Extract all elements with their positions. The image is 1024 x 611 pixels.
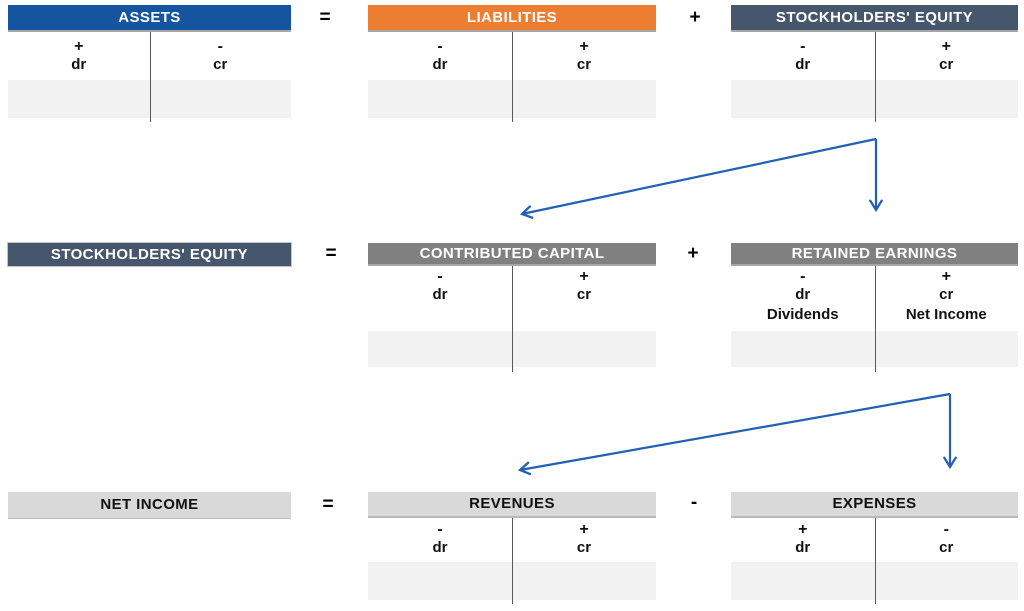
retained-earnings-credit-column: + cr Net Income xyxy=(875,268,1019,325)
stockholders-equity-credit-sign: + xyxy=(941,38,951,55)
retained-earnings-header: RETAINED EARNINGS xyxy=(731,243,1018,266)
expenses-debit-sign: + xyxy=(798,521,808,538)
arrow-equity-to-contributed-capital xyxy=(519,137,877,219)
assets-credit-column: - cr xyxy=(150,38,292,75)
revenues-credit-sign: + xyxy=(579,521,589,538)
expenses-taccount-divider xyxy=(874,518,876,604)
revenues-header: REVENUES xyxy=(368,492,656,518)
stockholders-equity-credit-column: + cr xyxy=(875,38,1019,75)
plus-operator-row1: + xyxy=(689,7,701,28)
contributed-capital-debit-column: - dr xyxy=(368,268,512,305)
assets-credit-abbr: cr xyxy=(213,56,228,73)
retained-earnings-debit-column: - dr Dividends xyxy=(731,268,875,325)
assets-debit-sign: + xyxy=(74,38,84,55)
revenues-credit-column: + cr xyxy=(512,521,656,558)
net-income-label-box: NET INCOME xyxy=(8,492,291,518)
expenses-header: EXPENSES xyxy=(731,492,1018,518)
plus-operator-row2: + xyxy=(687,243,699,264)
retained-earnings-taccount-divider xyxy=(874,266,876,372)
retained-earnings-debit-sign: - xyxy=(800,268,806,285)
minus-operator-row3: - xyxy=(690,492,698,513)
contributed-capital-taccount: CONTRIBUTED CAPITAL - dr + cr xyxy=(368,243,656,372)
retained-earnings-credit-note: Net Income xyxy=(905,306,987,323)
assets-debit-abbr: dr xyxy=(71,56,87,73)
liabilities-credit-sign: + xyxy=(579,38,589,55)
assets-taccount-divider xyxy=(149,32,151,122)
liabilities-taccount-divider xyxy=(512,32,513,122)
liabilities-credit-column: + cr xyxy=(512,38,656,75)
equals-operator-row1: = xyxy=(319,7,331,28)
stockholders-equity-taccount: STOCKHOLDERS' EQUITY - dr + cr xyxy=(731,5,1018,122)
contributed-capital-header: CONTRIBUTED CAPITAL xyxy=(368,243,656,266)
equals-operator-row2: = xyxy=(325,243,337,264)
expenses-debit-column: + dr xyxy=(731,521,875,558)
assets-taccount: ASSETS + dr - cr xyxy=(8,5,291,122)
assets-credit-sign: - xyxy=(217,38,223,55)
retained-earnings-debit-note: Dividends xyxy=(766,306,839,323)
liabilities-credit-abbr: cr xyxy=(576,56,592,73)
equity-breakdown-arrows xyxy=(519,137,883,219)
equals-operator-row3: = xyxy=(322,494,334,515)
retained-earnings-credit-abbr: cr xyxy=(939,286,954,303)
assets-header: ASSETS xyxy=(8,5,291,32)
contributed-capital-debit-abbr: dr xyxy=(432,286,448,303)
stockholders-equity-debit-sign: - xyxy=(800,38,806,55)
stockholders-equity-debit-column: - dr xyxy=(731,38,875,75)
revenues-credit-abbr: cr xyxy=(576,539,592,556)
retained-earnings-debit-abbr: dr xyxy=(795,286,811,303)
retained-earnings-taccount: RETAINED EARNINGS - dr Dividends + cr Ne… xyxy=(731,243,1018,372)
revenues-taccount: REVENUES - dr + cr xyxy=(368,492,656,604)
contributed-capital-credit-abbr: cr xyxy=(576,286,592,303)
liabilities-debit-column: - dr xyxy=(368,38,512,75)
stockholders-equity-credit-abbr: cr xyxy=(939,56,954,73)
stockholders-equity-taccount-divider xyxy=(874,32,876,122)
stockholders-equity-label-box: STOCKHOLDERS' EQUITY xyxy=(8,243,291,266)
expenses-taccount: EXPENSES + dr - cr xyxy=(731,492,1018,604)
contributed-capital-credit-column: + cr xyxy=(512,268,656,305)
retained-earnings-credit-sign: + xyxy=(941,268,951,285)
expenses-credit-abbr: cr xyxy=(939,539,954,556)
liabilities-debit-abbr: dr xyxy=(432,56,448,73)
assets-debit-column: + dr xyxy=(8,38,150,75)
liabilities-debit-sign: - xyxy=(437,38,443,55)
retained-earnings-breakdown-arrows xyxy=(517,392,957,476)
expenses-debit-abbr: dr xyxy=(795,539,811,556)
revenues-debit-abbr: dr xyxy=(432,539,448,556)
stockholders-equity-header: STOCKHOLDERS' EQUITY xyxy=(731,5,1018,32)
revenues-taccount-divider xyxy=(512,518,513,604)
contributed-capital-taccount-divider xyxy=(512,266,513,372)
arrow-net-income-to-revenues xyxy=(517,392,951,476)
expenses-credit-column: - cr xyxy=(875,521,1019,558)
contributed-capital-credit-sign: + xyxy=(579,268,589,285)
liabilities-header: LIABILITIES xyxy=(368,5,656,32)
revenues-debit-sign: - xyxy=(437,521,443,538)
contributed-capital-debit-sign: - xyxy=(437,268,443,285)
expenses-credit-sign: - xyxy=(943,521,949,538)
revenues-debit-column: - dr xyxy=(368,521,512,558)
liabilities-taccount: LIABILITIES - dr + cr xyxy=(368,5,656,122)
stockholders-equity-debit-abbr: dr xyxy=(795,56,811,73)
